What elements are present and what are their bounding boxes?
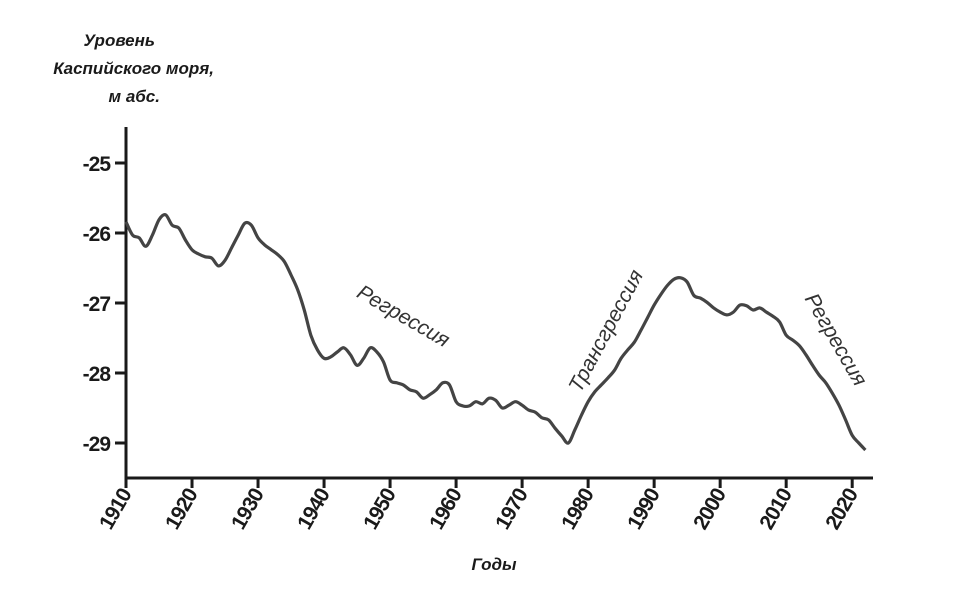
x-tick-label: 1970 (491, 485, 532, 534)
y-tick-label: -25 (83, 153, 112, 176)
x-tick-label: 1940 (293, 485, 334, 534)
x-tick-label: 2020 (821, 485, 862, 534)
y-tick-label: -28 (83, 363, 112, 386)
x-tick-label: 1990 (623, 485, 664, 534)
annotation: Регрессия (800, 289, 871, 390)
y-axis-title: м абс. (109, 87, 160, 106)
x-tick-label: 2010 (755, 485, 796, 534)
annotation: Трансгрессия (564, 266, 648, 396)
x-tick-label: 2000 (689, 485, 730, 534)
annotation: Регрессия (353, 281, 454, 352)
x-tick-label: 1950 (359, 485, 400, 534)
x-tick-label: 1910 (95, 485, 136, 534)
x-tick-label: 1920 (161, 485, 202, 534)
y-tick-label: -27 (83, 293, 111, 316)
y-axis-title: Каспийского моря, (53, 59, 214, 78)
data-line (124, 213, 867, 452)
x-tick-label: 1960 (425, 485, 466, 534)
x-axis-title: Годы (472, 555, 517, 574)
y-tick-label: -29 (83, 433, 111, 456)
x-tick-label: 1930 (227, 485, 268, 534)
x-tick-label: 1980 (557, 485, 598, 534)
y-axis-title: Уровень (83, 31, 155, 50)
y-tick-label: -26 (83, 223, 111, 246)
